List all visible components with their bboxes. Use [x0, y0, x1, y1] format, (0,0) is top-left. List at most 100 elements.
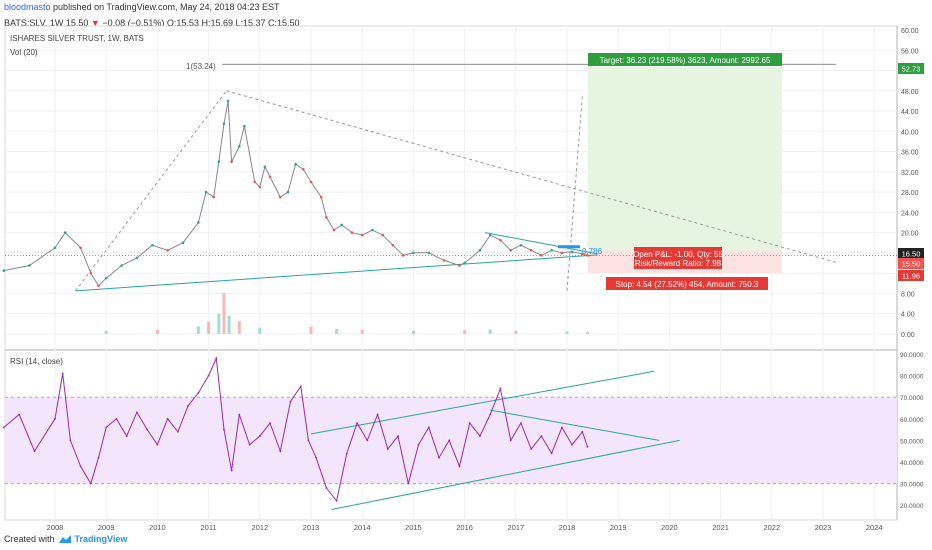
volume-bar	[217, 313, 221, 334]
rsi-legend[interactable]: RSI (14, close)	[10, 357, 63, 366]
price-point	[286, 190, 290, 194]
rsi-point	[571, 443, 574, 446]
price-point	[427, 251, 431, 255]
price-point	[463, 261, 466, 265]
time-tick-label: 2018	[559, 523, 576, 532]
rsi-point	[289, 400, 292, 403]
stop-text: Stop: 4.54 (27.52%) 454, Amount: 750.3	[616, 280, 759, 289]
volume-legend[interactable]: Vol (20)	[10, 48, 38, 57]
volume-bar	[258, 327, 262, 334]
target-text: Target: 36.23 (219.58%) 3623, Amount: 29…	[600, 56, 771, 65]
price-point	[230, 160, 233, 163]
price-tick-label: 20.00	[901, 231, 919, 238]
svg-text:52.73: 52.73	[902, 65, 921, 74]
price-point	[89, 271, 93, 275]
price-point	[294, 162, 297, 166]
price-point	[217, 160, 221, 163]
volume-bar	[104, 330, 108, 334]
fib-extension-leg-2	[226, 90, 839, 264]
price-point	[278, 195, 282, 199]
volume-bar	[463, 330, 467, 334]
price-point	[560, 251, 564, 255]
price-point	[28, 264, 31, 267]
price-tick-label: 48.00	[901, 89, 919, 96]
stop-label[interactable]: Stop: 4.54 (27.52%) 454, Amount: 750.3	[606, 277, 768, 290]
rsi-point	[238, 413, 241, 416]
price-tick-label: 0.00	[901, 332, 915, 339]
rsi-point	[307, 439, 310, 442]
rsi-point	[315, 456, 318, 459]
price-point	[570, 250, 574, 254]
price-point	[340, 223, 344, 227]
rsi-point	[269, 422, 271, 425]
rsi-point	[197, 391, 200, 394]
price-point	[499, 238, 502, 242]
price-point	[150, 243, 154, 247]
price-point	[332, 228, 336, 232]
symbol-line: BATS:SLV, 1W 15.50 ▼ −0.08 (−0.51%) O:15…	[4, 18, 300, 29]
rsi-point	[335, 499, 338, 502]
time-tick-label: 2012	[251, 523, 268, 532]
volume-bar	[222, 293, 226, 334]
price-point	[120, 264, 123, 267]
volume-bar	[488, 329, 492, 334]
risk-reward-text: Risk/Reward Ratio: 7.98	[635, 259, 722, 268]
open-pnl-text: Open P&L: -1.00, Qty: 55	[633, 250, 723, 259]
series-legend[interactable]: ISHARES SILVER TRUST, 1W, BATS	[10, 34, 144, 43]
price-point	[458, 264, 461, 267]
price-tick-label: 8.00	[901, 291, 915, 298]
time-tick-label: 2013	[303, 523, 320, 532]
price-point	[166, 249, 169, 252]
rsi-point	[376, 413, 379, 416]
rsi-point	[499, 387, 502, 390]
price-point	[586, 254, 589, 257]
footer: Created with TradingView	[4, 534, 127, 544]
price-point	[371, 228, 374, 232]
rsi-tick-label: 70.0000	[900, 395, 924, 402]
price-point	[238, 145, 241, 148]
price-point	[478, 249, 482, 252]
rsi-point	[530, 448, 533, 450]
volume-bar	[585, 331, 589, 334]
price-tick-label: 56.00	[901, 48, 919, 55]
rsi-tick-label: 20.0000	[900, 503, 924, 510]
rsi-point	[115, 417, 118, 420]
rsi-triangle-upper	[490, 409, 660, 441]
volume-bar	[411, 330, 415, 334]
rsi-tick-label: 60.0000	[900, 417, 924, 424]
rsi-point	[586, 445, 589, 448]
price-point	[529, 249, 533, 252]
rsi-point	[125, 435, 128, 437]
rsi-point	[215, 357, 218, 360]
fib-level-label: 1(53.24)	[186, 62, 216, 71]
price-tick-label: 4.00	[901, 312, 915, 319]
volume-bar	[227, 315, 231, 334]
price-point	[2, 269, 6, 272]
rsi-point	[458, 465, 461, 468]
price-tick-label: 24.00	[901, 210, 919, 217]
rsi-point	[550, 452, 553, 455]
rsi-upper-channel	[310, 370, 655, 435]
time-tick-label: 2019	[610, 523, 627, 532]
symbol[interactable]: BATS:SLV, 1W	[4, 18, 64, 28]
rsi-tick-label: 50.0000	[900, 438, 924, 445]
tradingview-brand[interactable]: TradingView	[74, 534, 128, 544]
last-price: 15.50	[65, 18, 89, 28]
rsi-point	[509, 439, 512, 442]
rsi-point	[136, 411, 138, 414]
author-link[interactable]: bloodmasto	[4, 2, 51, 12]
price-point	[381, 233, 384, 237]
price-point	[550, 249, 553, 252]
price-tick-label: 60.00	[901, 28, 919, 35]
trend-drawings[interactable]	[75, 63, 839, 511]
rsi-point	[248, 443, 251, 446]
time-axis-ticks: 2008 2009 2010 2011 2012 2013 2014 2015 2016 2017…	[47, 523, 883, 532]
time-tick-label: 2021	[712, 523, 729, 532]
time-tick-label: 2024	[866, 523, 883, 532]
target-label[interactable]: Target: 36.23 (219.58%) 3623, Amount: 29…	[588, 53, 782, 66]
position-stats-label[interactable]: Open P&L: -1.00, Qty: 55 Risk/Reward Rat…	[633, 247, 723, 269]
price-tick-label: 36.00	[901, 150, 919, 157]
price-point	[135, 256, 139, 260]
price-point	[212, 195, 216, 199]
